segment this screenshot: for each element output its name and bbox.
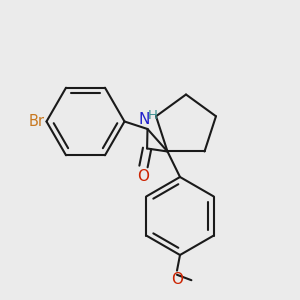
Text: O: O — [171, 272, 183, 287]
Text: H: H — [148, 110, 158, 122]
Text: N: N — [139, 112, 150, 128]
Text: Br: Br — [29, 114, 45, 129]
Text: O: O — [137, 169, 149, 184]
